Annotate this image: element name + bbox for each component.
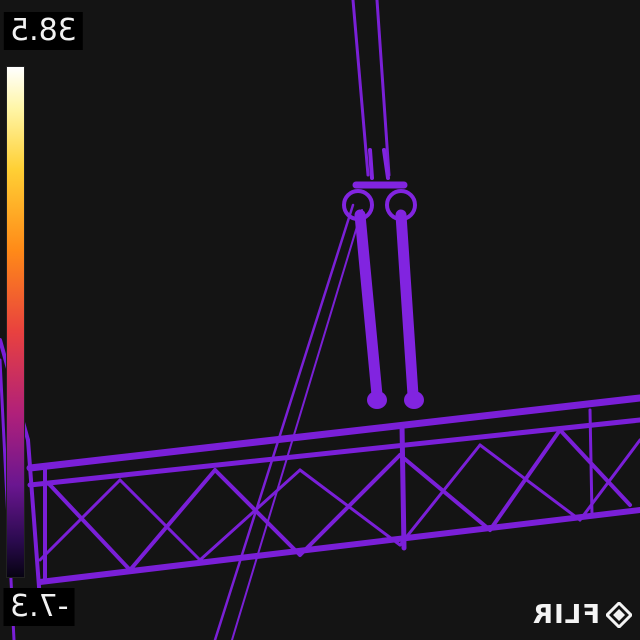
overhead-cables [213,0,391,640]
min-temperature-readout: -7.3 [4,588,75,626]
max-temperature-readout: 38.5 [4,12,83,50]
temperature-scale-bar [6,66,25,578]
flir-diamond-icon [606,602,632,628]
brand-label: FLIR [531,600,600,630]
truss-beam [0,338,640,640]
flir-logo: FLIR [532,600,632,630]
insulator-assembly [342,148,424,409]
